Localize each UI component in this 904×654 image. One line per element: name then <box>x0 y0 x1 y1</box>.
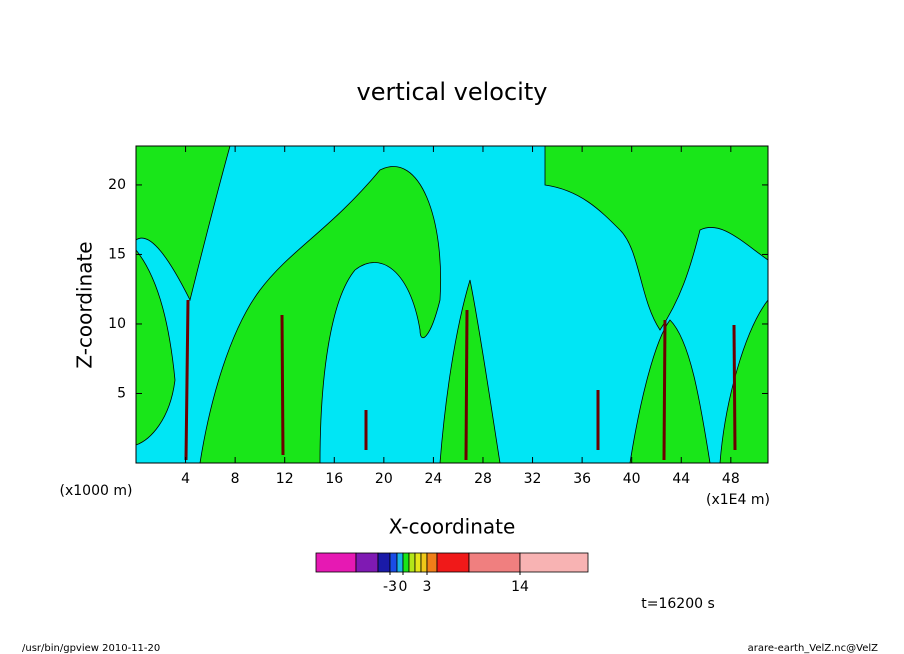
colorbar-segment <box>414 552 422 573</box>
colorbar-segment <box>468 552 521 573</box>
chart-title: vertical velocity <box>357 78 548 106</box>
colorbar-tick-label: 14 <box>511 579 529 595</box>
x-tick-label: 44 <box>672 471 690 487</box>
colorbar-tick-label: 3 <box>423 579 432 595</box>
x-tick-label: 8 <box>231 471 240 487</box>
y-tick-label: 20 <box>108 177 126 193</box>
footer-left: /usr/bin/gpview 2010-11-20 <box>22 643 160 654</box>
x-tick-label: 16 <box>325 471 343 487</box>
colorbar-segment <box>402 552 410 573</box>
colorbar-segment <box>396 552 404 573</box>
x-tick-label: 4 <box>181 471 190 487</box>
y-tick-label: 10 <box>108 316 126 332</box>
y-axis-title: Z-coordinate <box>73 241 97 368</box>
colorbar-segment <box>315 552 357 573</box>
x-unit-right: (x1E4 m) <box>706 492 770 508</box>
colorbar-tick-label: 0 <box>399 579 408 595</box>
x-tick-label: 32 <box>524 471 542 487</box>
colorbar-tick-label: -3 <box>383 579 397 595</box>
x-unit-left: (x1000 m) <box>60 483 133 499</box>
colorbar-segment <box>436 552 470 573</box>
x-axis-title: X-coordinate <box>389 515 516 539</box>
colorbar-segment <box>408 552 416 573</box>
x-tick-label: 36 <box>573 471 591 487</box>
x-tick-label: 28 <box>474 471 492 487</box>
x-tick-label: 24 <box>424 471 442 487</box>
colorbar-segment <box>389 552 398 573</box>
colorbar-segment <box>420 552 428 573</box>
x-tick-label: 12 <box>276 471 294 487</box>
y-tick-label: 15 <box>108 246 126 262</box>
colorbar-segment <box>355 552 379 573</box>
colorbar-segment <box>519 552 589 573</box>
footer-right: arare-earth_VelZ.nc@VelZ <box>748 643 879 654</box>
plot-frame <box>135 145 769 464</box>
x-tick-label: 40 <box>623 471 641 487</box>
colorbar-segment <box>377 552 391 573</box>
y-tick-label: 5 <box>117 385 126 401</box>
x-tick-label: 48 <box>722 471 740 487</box>
colorbar-segment <box>426 552 438 573</box>
x-tick-label: 20 <box>375 471 393 487</box>
contour-field <box>135 145 769 464</box>
time-label: t=16200 s <box>641 596 715 612</box>
